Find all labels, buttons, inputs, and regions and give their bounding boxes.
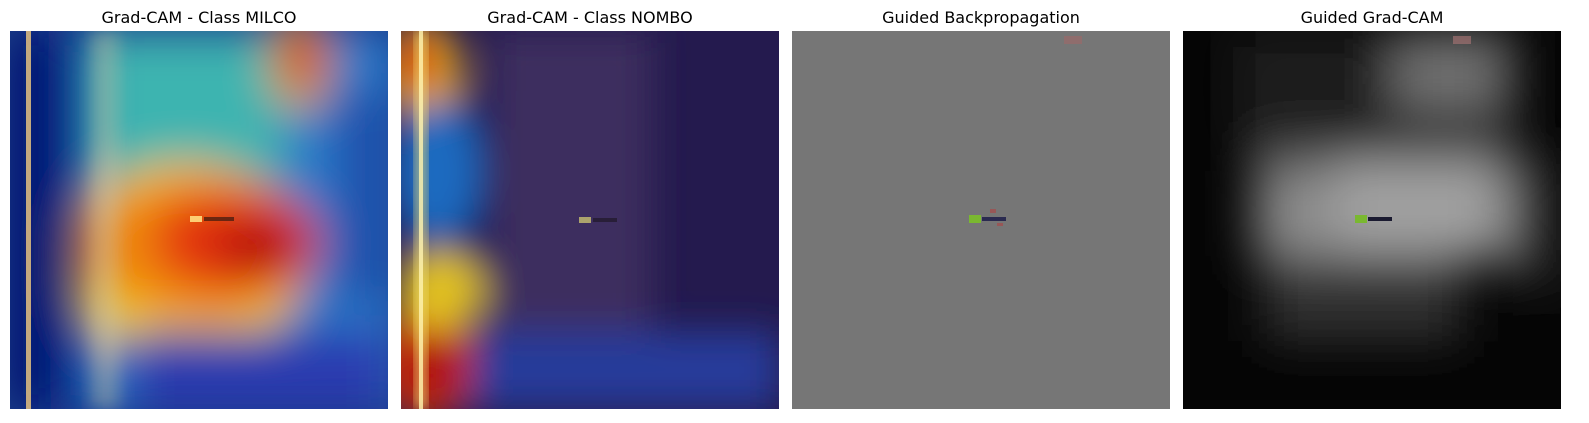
guided-backprop-image xyxy=(792,31,1170,409)
panel-gradcam-milco: Grad-CAM - Class MILCO xyxy=(10,0,388,423)
panel-gradcam-nombo: Grad-CAM - Class NOMBO xyxy=(401,0,779,423)
panel-guided-backprop: Guided Backpropagation xyxy=(792,0,1170,423)
panel-title: Guided Grad-CAM xyxy=(1300,8,1444,27)
panel-title: Grad-CAM - Class NOMBO xyxy=(487,8,693,27)
panel-guided-gradcam: Guided Grad-CAM xyxy=(1183,0,1561,423)
gradcam-nombo-heatmap-image xyxy=(401,31,779,409)
guided-gradcam-image xyxy=(1183,31,1561,409)
panel-title: Grad-CAM - Class MILCO xyxy=(101,8,297,27)
gradcam-milco-heatmap-image xyxy=(10,31,388,409)
panel-title: Guided Backpropagation xyxy=(882,8,1080,27)
